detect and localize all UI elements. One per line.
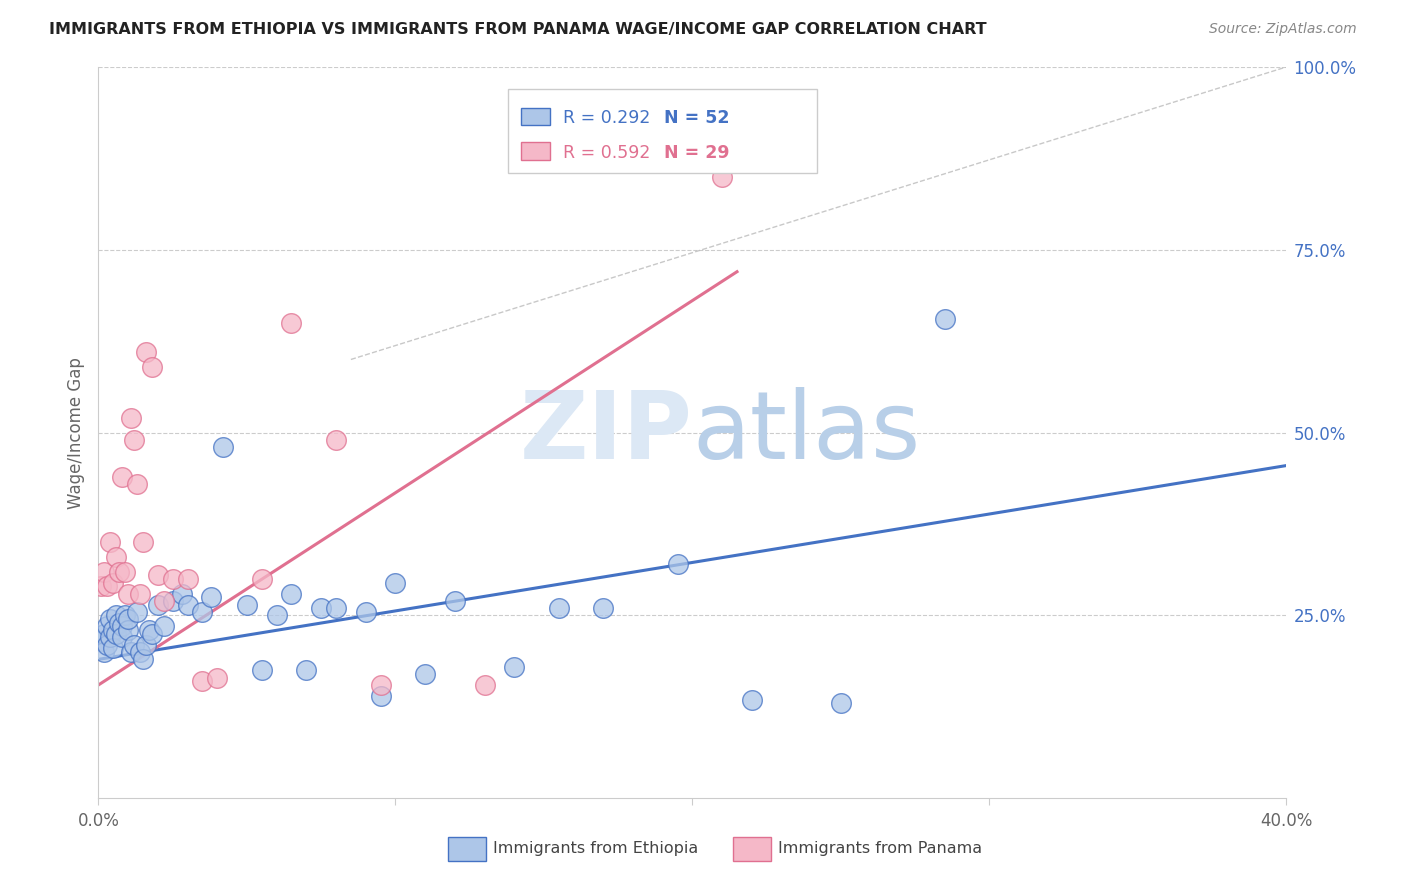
Text: IMMIGRANTS FROM ETHIOPIA VS IMMIGRANTS FROM PANAMA WAGE/INCOME GAP CORRELATION C: IMMIGRANTS FROM ETHIOPIA VS IMMIGRANTS F…	[49, 22, 987, 37]
Point	[96, 638, 118, 652]
Point	[236, 598, 259, 612]
Text: atlas: atlas	[692, 386, 921, 479]
Text: N = 29: N = 29	[664, 144, 730, 161]
Point	[741, 692, 763, 706]
Point	[120, 411, 142, 425]
Text: Source: ZipAtlas.com: Source: ZipAtlas.com	[1209, 22, 1357, 37]
Point	[666, 558, 689, 572]
Point	[711, 169, 734, 184]
Point	[105, 549, 128, 564]
Point	[141, 626, 163, 640]
Text: R = 0.592: R = 0.592	[562, 144, 651, 161]
Point	[117, 612, 139, 626]
Point	[129, 645, 152, 659]
Point	[120, 645, 142, 659]
FancyBboxPatch shape	[522, 142, 550, 160]
Point	[103, 623, 125, 637]
Text: R = 0.292: R = 0.292	[562, 110, 651, 128]
Point	[146, 598, 169, 612]
Point	[146, 568, 169, 582]
Point	[111, 619, 134, 633]
Point	[162, 594, 184, 608]
FancyBboxPatch shape	[733, 837, 770, 861]
Point	[205, 671, 228, 685]
Point	[105, 626, 128, 640]
Point	[129, 586, 152, 600]
FancyBboxPatch shape	[522, 108, 550, 126]
Point	[325, 601, 347, 615]
Point	[280, 316, 302, 330]
Point	[212, 440, 235, 454]
Point	[191, 674, 214, 689]
Point	[309, 601, 332, 615]
Point	[90, 579, 112, 593]
Point	[98, 631, 121, 645]
Point	[105, 608, 128, 623]
FancyBboxPatch shape	[447, 837, 485, 861]
Point	[295, 664, 318, 678]
Point	[135, 638, 157, 652]
Point	[370, 678, 392, 692]
Point	[191, 605, 214, 619]
Point	[111, 631, 134, 645]
Point	[114, 565, 136, 579]
Point	[117, 623, 139, 637]
Point	[250, 572, 273, 586]
Point	[547, 601, 569, 615]
Point	[503, 659, 526, 673]
Point	[90, 634, 112, 648]
Point	[132, 652, 155, 666]
Point	[135, 345, 157, 359]
Y-axis label: Wage/Income Gap: Wage/Income Gap	[66, 357, 84, 508]
Point	[125, 605, 148, 619]
Point	[108, 615, 131, 630]
Point	[114, 608, 136, 623]
Point	[93, 626, 115, 640]
Text: N = 52: N = 52	[664, 110, 730, 128]
Point	[132, 535, 155, 549]
Text: ZIP: ZIP	[520, 386, 692, 479]
Point	[98, 612, 121, 626]
Point	[325, 433, 347, 447]
Point	[250, 664, 273, 678]
Point	[108, 565, 131, 579]
Point	[266, 608, 288, 623]
Point	[93, 645, 115, 659]
Point	[162, 572, 184, 586]
Point	[176, 598, 198, 612]
Point	[280, 586, 302, 600]
Point	[93, 565, 115, 579]
Point	[830, 696, 852, 710]
Point	[384, 575, 406, 590]
Text: Immigrants from Panama: Immigrants from Panama	[778, 841, 983, 856]
Point	[152, 594, 174, 608]
Point	[96, 619, 118, 633]
Point	[370, 689, 392, 703]
Point	[122, 638, 145, 652]
Point	[443, 594, 465, 608]
Text: Immigrants from Ethiopia: Immigrants from Ethiopia	[494, 841, 699, 856]
Point	[176, 572, 198, 586]
Point	[592, 601, 614, 615]
Point	[125, 476, 148, 491]
Point	[354, 605, 377, 619]
Point	[413, 667, 436, 681]
Point	[152, 619, 174, 633]
Point	[138, 623, 160, 637]
Point	[103, 575, 125, 590]
Point	[117, 586, 139, 600]
Point	[934, 312, 956, 326]
Point	[141, 359, 163, 374]
Point	[122, 433, 145, 447]
Point	[103, 641, 125, 656]
FancyBboxPatch shape	[509, 89, 817, 173]
Point	[170, 586, 193, 600]
Point	[96, 579, 118, 593]
Point	[98, 535, 121, 549]
Point	[474, 678, 496, 692]
Point	[200, 591, 222, 605]
Point	[111, 469, 134, 483]
